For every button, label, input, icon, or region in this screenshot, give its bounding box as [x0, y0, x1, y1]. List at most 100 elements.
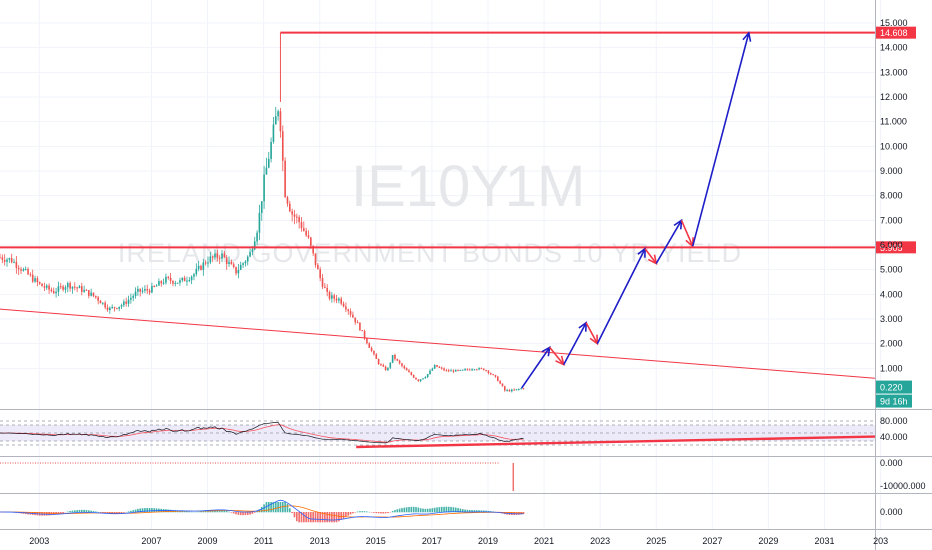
- macd-histogram-bar: [450, 506, 452, 513]
- candle-body: [104, 302, 106, 308]
- candle-body: [116, 308, 118, 310]
- candle-body: [76, 287, 78, 289]
- candle-body: [410, 372, 413, 375]
- candle-body: [288, 203, 291, 212]
- candle-body: [10, 258, 13, 263]
- candle-body: [165, 276, 167, 283]
- candle-body: [511, 389, 513, 392]
- candle-body: [235, 266, 237, 274]
- macd-histogram-bar: [62, 512, 64, 514]
- macd-histogram-bar: [347, 512, 350, 516]
- macd-histogram-bar: [223, 510, 226, 513]
- price-axis[interactable]: 1.000 2.000 3.000 4.000 5.000 6.000 7.000 8.000…: [880, 18, 908, 373]
- candle-body: [480, 368, 483, 370]
- candle-body: [111, 307, 113, 309]
- candle-body: [466, 369, 469, 371]
- macd-histogram-bar: [230, 512, 233, 513]
- candle-body: [80, 286, 83, 292]
- candle-body: [141, 290, 144, 292]
- price-tick-label: 11.000: [880, 117, 907, 127]
- candle-body: [265, 167, 268, 175]
- macd-histogram-bar: [204, 510, 207, 513]
- candle-body: [232, 264, 235, 267]
- candle-body: [176, 282, 179, 284]
- macd-histogram-bar: [288, 508, 291, 513]
- candle-body: [69, 283, 71, 289]
- candle-body: [452, 370, 455, 372]
- candle-body: [202, 262, 205, 270]
- candle-body: [153, 286, 156, 288]
- candle-body: [22, 269, 25, 271]
- candle-body: [485, 370, 487, 372]
- macd-histogram-bar: [480, 510, 483, 513]
- candle-body: [408, 370, 410, 373]
- candle-body: [468, 369, 471, 371]
- macd-histogram-bar: [354, 512, 357, 513]
- time-axis[interactable]: 2003 2007 2009 2011 2013 2015 2017 2019 2021 2023…: [29, 536, 888, 546]
- projection-down-segment: [585, 322, 599, 345]
- candle-body: [515, 389, 518, 391]
- candle-body: [78, 286, 81, 289]
- candle-body: [522, 388, 525, 390]
- time-tick-label: 2017: [422, 536, 442, 546]
- candle-body: [419, 379, 422, 382]
- price-tick-label: 12.000: [880, 92, 908, 102]
- candle-body: [377, 358, 380, 365]
- candle-body: [489, 373, 492, 375]
- macd-histogram-bar: [518, 512, 520, 515]
- macd-histogram-bar: [270, 502, 272, 513]
- time-tick-label: 2011: [254, 536, 273, 546]
- candle-body: [83, 289, 85, 292]
- candle-body: [43, 286, 46, 288]
- candle-body: [242, 263, 244, 265]
- candle-body: [450, 370, 452, 372]
- macd-histogram-bar: [319, 512, 321, 523]
- candle-body: [436, 365, 438, 367]
- macd-histogram-bar: [314, 512, 317, 523]
- candle-body: [3, 259, 6, 262]
- candle-body: [109, 307, 111, 311]
- candle-body: [389, 362, 392, 368]
- candle-body: [188, 280, 191, 282]
- macd-histogram-bar: [452, 507, 455, 513]
- candle-body: [169, 277, 172, 281]
- macd-histogram-bar: [377, 512, 380, 514]
- macd-histogram-bar: [78, 509, 81, 513]
- macd-signal-line: [0, 505, 524, 518]
- macd-histogram-bar: [464, 509, 466, 513]
- candle-body: [225, 257, 228, 265]
- candle-body: [461, 369, 464, 371]
- price-tick-label: 9.000: [880, 166, 903, 176]
- candle-body: [137, 288, 139, 292]
- level-price-label: 14.608: [880, 28, 908, 38]
- candle-body: [144, 289, 146, 291]
- candle-body: [356, 322, 359, 324]
- macd-histogram-bar: [246, 512, 249, 515]
- macd-histogram-bar: [324, 512, 326, 523]
- macd-histogram-bar: [468, 509, 471, 513]
- candle-body: [459, 369, 462, 371]
- macd-histogram-bar: [291, 512, 293, 514]
- macd-histogram-bar: [263, 504, 265, 513]
- rsi-line: [0, 422, 524, 444]
- price-tick-label: 8.000: [880, 191, 903, 201]
- candle-body: [151, 286, 153, 293]
- candle-body: [228, 262, 230, 265]
- macd-histogram-bar: [90, 510, 92, 513]
- macd-tick-label: 0.000: [880, 507, 903, 517]
- macd-histogram-bar: [438, 507, 441, 513]
- candle-body: [246, 256, 249, 262]
- macd-histogram-bar: [482, 510, 485, 513]
- candle-body: [506, 390, 508, 392]
- volume-tick-label: -10000.000: [880, 481, 926, 491]
- macd-histogram-bar: [76, 510, 78, 513]
- macd-histogram-bar: [366, 511, 368, 513]
- candle-body: [272, 124, 275, 142]
- candle-body: [384, 366, 387, 371]
- candle-body: [447, 370, 450, 372]
- time-tick-label: 2025: [646, 536, 666, 546]
- candle-body: [251, 249, 254, 252]
- candle-body: [71, 286, 74, 289]
- macd-histogram-bar: [461, 509, 464, 513]
